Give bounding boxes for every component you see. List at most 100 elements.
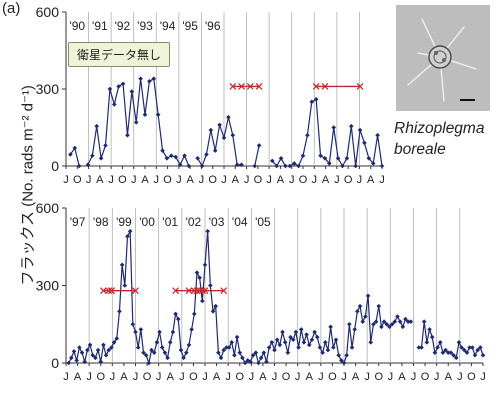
data-point xyxy=(194,270,200,275)
data-point xyxy=(309,337,315,343)
y-tick-label: 0 xyxy=(51,158,59,174)
data-point xyxy=(322,340,328,345)
data-point xyxy=(181,355,186,361)
data-point xyxy=(224,345,229,350)
data-point xyxy=(162,350,168,355)
data-point xyxy=(186,163,192,169)
species-genus: Rhizoplegma xyxy=(394,120,485,137)
data-point xyxy=(90,153,95,159)
data-point xyxy=(82,359,88,365)
x-tick-label: O xyxy=(299,174,308,186)
data-point xyxy=(371,321,376,327)
year-label: '95 xyxy=(182,19,198,33)
data-point xyxy=(94,123,100,129)
data-point xyxy=(66,360,71,366)
data-point xyxy=(217,122,222,128)
x-tick-label: A xyxy=(232,174,240,186)
arrow-head xyxy=(107,287,113,295)
data-point xyxy=(107,86,113,92)
data-point xyxy=(212,148,218,153)
data-point xyxy=(71,349,77,354)
data-point xyxy=(186,342,192,348)
year-label: '94 xyxy=(160,19,176,33)
data-point xyxy=(269,340,275,345)
x-tick-label: J xyxy=(457,371,463,383)
data-point xyxy=(405,319,411,324)
data-point xyxy=(138,327,144,332)
data-point xyxy=(221,347,227,353)
data-point xyxy=(416,345,422,350)
data-point xyxy=(125,132,130,138)
arrow-head xyxy=(188,287,193,295)
panel-label: (a) xyxy=(2,0,21,17)
data-point xyxy=(313,96,319,102)
data-point xyxy=(95,347,101,353)
data-point xyxy=(318,153,323,159)
data-point xyxy=(234,162,240,168)
data-point xyxy=(213,303,218,309)
data-point xyxy=(98,359,104,365)
data-point xyxy=(76,163,82,169)
data-point xyxy=(98,156,104,161)
data-point xyxy=(79,350,85,355)
data-point xyxy=(365,293,371,299)
data-point xyxy=(195,156,200,161)
x-tick-label: O xyxy=(118,174,127,186)
data-point xyxy=(322,156,328,161)
x-tick-label: A xyxy=(322,174,330,186)
data-point xyxy=(282,340,288,345)
data-point xyxy=(189,327,194,332)
data-point xyxy=(69,355,74,361)
data-point xyxy=(379,324,384,330)
data-point xyxy=(335,156,341,161)
x-tick-label: J xyxy=(341,371,347,383)
data-point xyxy=(283,163,288,169)
data-point xyxy=(183,350,189,355)
x-tick-label: J xyxy=(272,371,278,383)
data-point xyxy=(357,303,363,309)
data-point xyxy=(90,352,96,358)
data-point xyxy=(459,345,464,350)
data-point xyxy=(296,345,301,350)
year-label: '01 xyxy=(162,215,178,229)
x-tick-label: J xyxy=(179,371,185,383)
year-label: '97 xyxy=(70,215,86,229)
arrow-head xyxy=(196,287,201,295)
data-point xyxy=(253,350,259,355)
x-tick-label: J xyxy=(312,174,318,186)
data-point xyxy=(93,355,98,361)
data-point xyxy=(440,350,446,355)
data-point xyxy=(296,163,301,169)
data-point xyxy=(116,84,121,89)
y-tick-label: 300 xyxy=(36,278,60,294)
data-point xyxy=(252,163,258,169)
x-tick-label: J xyxy=(156,371,162,383)
data-point xyxy=(160,148,165,153)
data-point xyxy=(261,350,267,355)
data-point xyxy=(151,350,157,355)
data-point xyxy=(151,76,157,82)
data-point xyxy=(143,352,149,358)
x-tick-label: J xyxy=(133,371,139,383)
x-tick-label: A xyxy=(141,174,149,186)
data-point xyxy=(106,347,112,353)
data-series-line xyxy=(69,146,80,167)
data-point xyxy=(305,132,310,138)
data-point xyxy=(274,337,280,343)
arrow-head xyxy=(102,287,107,295)
arrow-head xyxy=(134,287,139,295)
data-point xyxy=(373,319,379,324)
data-point xyxy=(149,347,154,353)
x-tick-label: A xyxy=(167,371,175,383)
data-point xyxy=(125,234,130,239)
data-point xyxy=(208,283,213,288)
data-point xyxy=(475,347,480,353)
species-epithet: boreale xyxy=(394,141,446,158)
data-point xyxy=(288,334,293,340)
x-tick-label: J xyxy=(289,174,295,186)
data-point xyxy=(111,340,117,345)
x-tick-label: J xyxy=(334,174,340,186)
x-tick-label: A xyxy=(398,371,406,383)
data-point xyxy=(304,332,309,337)
data-point xyxy=(384,321,390,327)
